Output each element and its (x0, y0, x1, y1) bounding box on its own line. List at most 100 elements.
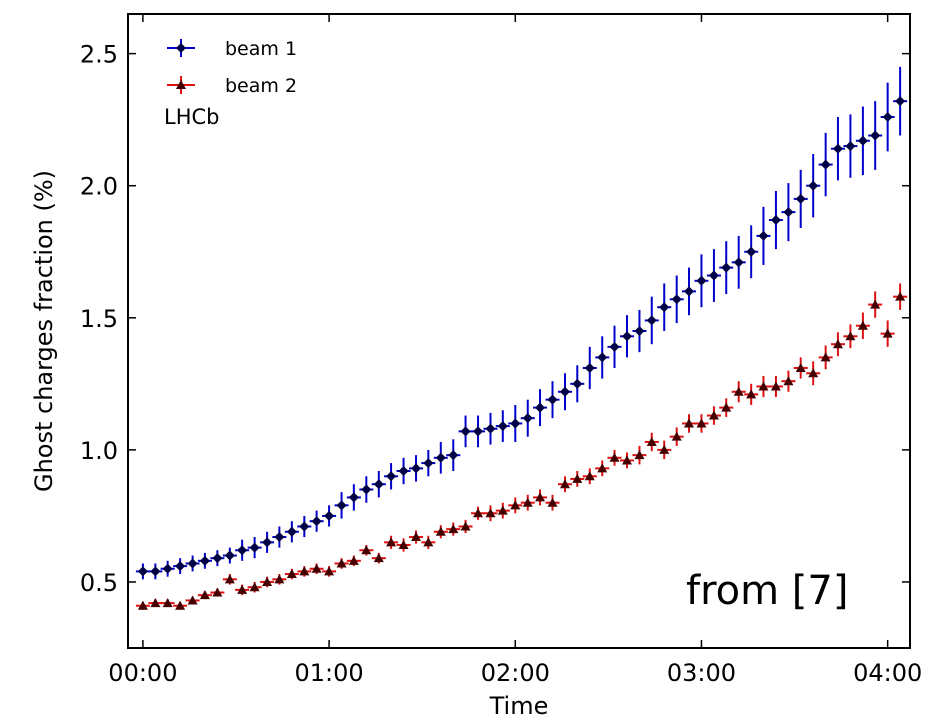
beam2-point (659, 444, 670, 454)
beam1-point (535, 402, 546, 413)
beam2-point (746, 389, 757, 399)
beam1-point (733, 257, 744, 268)
beam2-point (783, 376, 794, 386)
beam1-point (435, 452, 446, 463)
beam2-point (572, 473, 583, 483)
beam2-point (212, 587, 223, 597)
beam2-point (758, 381, 769, 391)
beam1-point (137, 566, 148, 577)
beam2-point (473, 508, 484, 518)
beam2-point (274, 574, 285, 584)
beam2-point (634, 450, 645, 460)
beam2-point (559, 479, 570, 489)
y-tick-label: 0.5 (80, 569, 118, 597)
series-beam1-group (135, 66, 908, 580)
beam2-point (386, 537, 397, 547)
beam1-point (708, 270, 719, 281)
lhcb-label: LHCb (164, 105, 219, 129)
beam2-point (497, 505, 508, 515)
beam1-point (411, 463, 422, 474)
beam1-point (721, 262, 732, 273)
beam2-point (733, 386, 744, 396)
beam1-point (572, 378, 583, 389)
beam2-point (262, 576, 273, 586)
beam2-point (683, 418, 694, 428)
beam1-point (559, 386, 570, 397)
beam1-point (386, 471, 397, 482)
beam2-point (460, 521, 471, 531)
beam1-point (746, 246, 757, 257)
y-axis-title: Ghost charges fraction (%) (30, 170, 58, 492)
beam2-point (423, 537, 434, 547)
beam1-point (770, 215, 781, 226)
beam2-point (299, 566, 310, 576)
y-tick-label: 2.5 (80, 41, 118, 69)
beam2-point (510, 500, 521, 510)
beam1-point (683, 286, 694, 297)
beam1-point (795, 193, 806, 204)
beam2-point (485, 508, 496, 518)
beam2-point (820, 352, 831, 362)
beam1-point (758, 230, 769, 241)
beam2-point (175, 600, 186, 610)
beam2-point (870, 299, 881, 309)
x-tick-label: 00:00 (108, 659, 177, 687)
beam1-point (832, 143, 843, 154)
beam2-point (249, 582, 260, 592)
beam1-point (646, 315, 657, 326)
beam1-point (324, 510, 335, 521)
beam1-point (857, 135, 868, 146)
beam2-point (832, 339, 843, 349)
beam2-point (621, 455, 632, 465)
beam2-point (373, 553, 384, 563)
beam2-point (808, 368, 819, 378)
beam2-point (162, 598, 173, 608)
beam1-point (348, 492, 359, 503)
beam1-point (522, 413, 533, 424)
beam2-point (336, 558, 347, 568)
beam1-point (311, 516, 322, 527)
beam1-point (510, 418, 521, 429)
beam1-point (497, 421, 508, 432)
beam1-point (150, 566, 161, 577)
beam1-point (423, 458, 434, 469)
y-tick-label: 1.0 (80, 437, 118, 465)
beam1-point (845, 141, 856, 152)
beam2-point (882, 328, 893, 338)
beam1-point (584, 362, 595, 373)
beam2-point (708, 410, 719, 420)
beam1-point (597, 352, 608, 363)
beam2-point (348, 555, 359, 565)
beam2-point (547, 497, 558, 507)
beam2-point (398, 539, 409, 549)
beam2-point (795, 362, 806, 372)
beam1-point (361, 484, 372, 495)
beam2-point (522, 497, 533, 507)
beam1-point (299, 521, 310, 532)
beam2-point (609, 452, 620, 462)
beam1-point (199, 555, 210, 566)
legend: beam 1 beam 2 (167, 38, 297, 97)
beam1-point (224, 550, 235, 561)
beam2-point (286, 569, 297, 579)
beam2-point (448, 524, 459, 534)
beam2-point (137, 600, 148, 610)
beam1-point (696, 275, 707, 286)
beam2-point (361, 545, 372, 555)
beam2-point (150, 598, 161, 608)
beam1-point (262, 537, 273, 548)
beam2-point (597, 463, 608, 473)
beam1-point (187, 558, 198, 569)
beam1-point (659, 302, 670, 313)
beam1-point (485, 423, 496, 434)
series-beam2-group (135, 283, 908, 610)
beam1-point (398, 466, 409, 477)
beam1-point (237, 545, 248, 556)
beam1-point (547, 394, 558, 405)
beam1-point (448, 450, 459, 461)
beam1-point (212, 553, 223, 564)
beam2-point (671, 431, 682, 441)
axis-ticks: 00:00 01:00 02:00 03:00 04:00 0.5 1.0 1.5 2.0 2.5 (80, 14, 922, 687)
beam2-point (224, 574, 235, 584)
